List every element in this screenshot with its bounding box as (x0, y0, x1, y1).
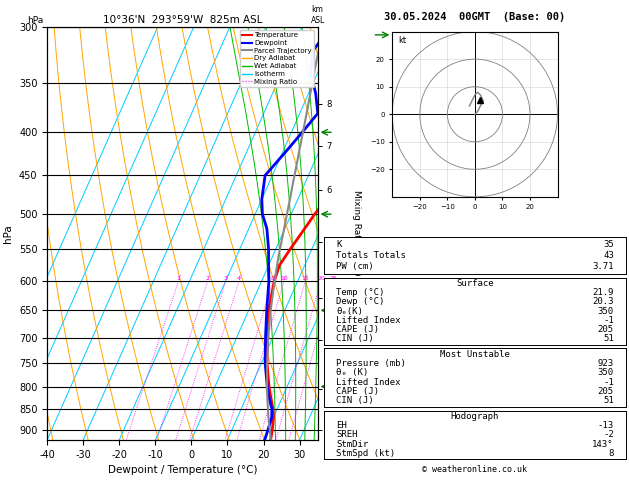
Text: CIN (J): CIN (J) (336, 334, 374, 343)
Text: 43: 43 (603, 251, 614, 260)
Text: 35: 35 (603, 240, 614, 249)
Text: 350: 350 (598, 307, 614, 315)
Text: 21.9: 21.9 (593, 288, 614, 297)
Text: -13: -13 (598, 421, 614, 430)
Text: 51: 51 (603, 334, 614, 343)
Text: 8: 8 (608, 449, 614, 458)
Text: 10: 10 (281, 276, 288, 281)
Text: 3.71: 3.71 (593, 262, 614, 271)
Text: CAPE (J): CAPE (J) (336, 325, 379, 334)
Text: 4: 4 (237, 276, 241, 281)
Text: 923: 923 (598, 359, 614, 368)
Text: PW (cm): PW (cm) (336, 262, 374, 271)
Text: CIN (J): CIN (J) (336, 396, 374, 405)
Text: Totals Totals: Totals Totals (336, 251, 406, 260)
Text: 15: 15 (301, 276, 309, 281)
Text: 350: 350 (598, 368, 614, 378)
Text: Hodograph: Hodograph (451, 412, 499, 421)
Text: StmDir: StmDir (336, 440, 368, 449)
Text: Lifted Index: Lifted Index (336, 316, 401, 325)
Text: -1: -1 (603, 316, 614, 325)
Text: 8: 8 (271, 276, 275, 281)
Text: 20: 20 (317, 276, 325, 281)
Text: 3: 3 (224, 276, 228, 281)
Text: StmSpd (kt): StmSpd (kt) (336, 449, 395, 458)
Text: Lifted Index: Lifted Index (336, 378, 401, 387)
Text: θₑ (K): θₑ (K) (336, 368, 368, 378)
Text: θₑ(K): θₑ(K) (336, 307, 363, 315)
Text: Dewp (°C): Dewp (°C) (336, 297, 384, 306)
Y-axis label: hPa: hPa (3, 224, 13, 243)
Text: 2: 2 (206, 276, 209, 281)
Text: 51: 51 (603, 396, 614, 405)
Text: SREH: SREH (336, 431, 357, 439)
Text: CAPE (J): CAPE (J) (336, 387, 379, 396)
Text: 20.3: 20.3 (593, 297, 614, 306)
Text: -2: -2 (603, 431, 614, 439)
Text: 205: 205 (598, 387, 614, 396)
Text: km
ASL: km ASL (311, 5, 325, 25)
Text: Most Unstable: Most Unstable (440, 350, 510, 359)
X-axis label: Dewpoint / Temperature (°C): Dewpoint / Temperature (°C) (108, 465, 257, 475)
Text: 205: 205 (598, 325, 614, 334)
Text: -1: -1 (603, 378, 614, 387)
Text: kt: kt (398, 35, 406, 45)
Text: 30.05.2024  00GMT  (Base: 00): 30.05.2024 00GMT (Base: 00) (384, 12, 565, 22)
Text: © weatheronline.co.uk: © weatheronline.co.uk (423, 465, 527, 474)
Y-axis label: Mixing Ratio (g/kg): Mixing Ratio (g/kg) (352, 191, 361, 276)
Text: hPa: hPa (27, 16, 43, 25)
Text: 1: 1 (177, 276, 181, 281)
Text: EH: EH (336, 421, 347, 430)
Title: 10°36'N  293°59'W  825m ASL: 10°36'N 293°59'W 825m ASL (103, 15, 262, 25)
Text: 143°: 143° (593, 440, 614, 449)
Text: 25: 25 (330, 276, 337, 281)
Text: Surface: Surface (456, 279, 494, 288)
Text: Pressure (mb): Pressure (mb) (336, 359, 406, 368)
Legend: Temperature, Dewpoint, Parcel Trajectory, Dry Adiabat, Wet Adiabat, Isotherm, Mi: Temperature, Dewpoint, Parcel Trajectory… (240, 30, 314, 87)
Text: Temp (°C): Temp (°C) (336, 288, 384, 297)
Text: K: K (336, 240, 342, 249)
